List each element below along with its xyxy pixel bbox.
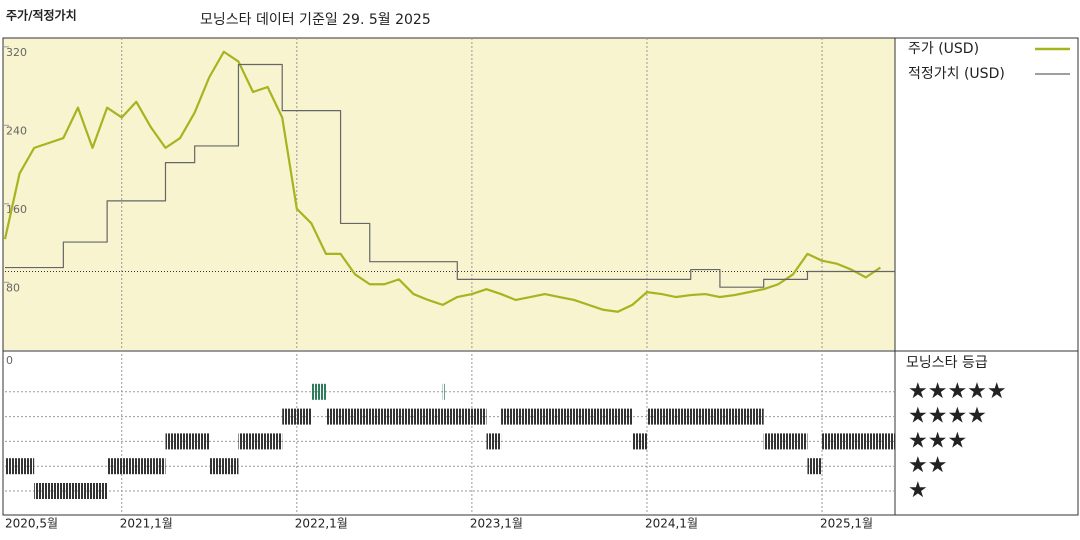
rating-segment: [107, 458, 166, 475]
rating-row-label: ★★: [908, 453, 947, 478]
rating-segment: [442, 383, 445, 400]
rating-row-label: ★: [908, 478, 928, 503]
rating-title: 모닝스타 등급: [906, 355, 988, 371]
series-line: [3, 50, 882, 313]
frame: [2, 37, 1079, 516]
legend-label: 적정가치 (USD): [908, 66, 1005, 82]
x-tick-label: 2023,1월: [470, 517, 523, 531]
rating-segment: [822, 433, 895, 450]
rating-segment: [165, 433, 210, 450]
x-tick-label: 2021,1월: [120, 517, 173, 531]
legend-label: 주가 (USD): [908, 41, 979, 57]
rating-row-label: ★★★: [908, 428, 967, 453]
plot-background: [3, 38, 895, 350]
y-tick-label: 160: [6, 203, 27, 216]
rating-segment: [646, 408, 764, 425]
chart-title: 주가/적정가치: [6, 8, 77, 23]
rating-segment: [209, 458, 239, 475]
rating-segment: [282, 408, 312, 425]
x-tick-label: 2020,5월: [5, 517, 58, 531]
rating-segment: [238, 433, 283, 450]
y-tick-label: 240: [6, 124, 27, 137]
rating-segment: [311, 383, 326, 400]
rating-segment: [5, 458, 35, 475]
series-line: [5, 63, 895, 288]
x-tick-label: 2022,1월: [295, 517, 348, 531]
rating-segment: [763, 433, 808, 450]
y-tick-label: 320: [6, 46, 27, 59]
rating-segment: [501, 408, 633, 425]
rating-axis-label: 0: [6, 354, 13, 367]
rating-segment: [807, 458, 823, 475]
chart-subtitle: 모닝스타 데이터 기준일 29. 5월 2025: [200, 12, 431, 28]
rating-segment: [325, 408, 487, 425]
rating-segment: [486, 433, 502, 450]
y-tick-label: 80: [6, 281, 20, 294]
x-tick-label: 2024,1월: [645, 517, 698, 531]
rating-segment: [632, 433, 647, 450]
rating-row-label: ★★★★★: [908, 379, 1007, 404]
rating-segment: [34, 483, 108, 499]
rating-row-label: ★★★★: [908, 404, 987, 429]
x-tick-label: 2025,1월: [820, 517, 873, 531]
